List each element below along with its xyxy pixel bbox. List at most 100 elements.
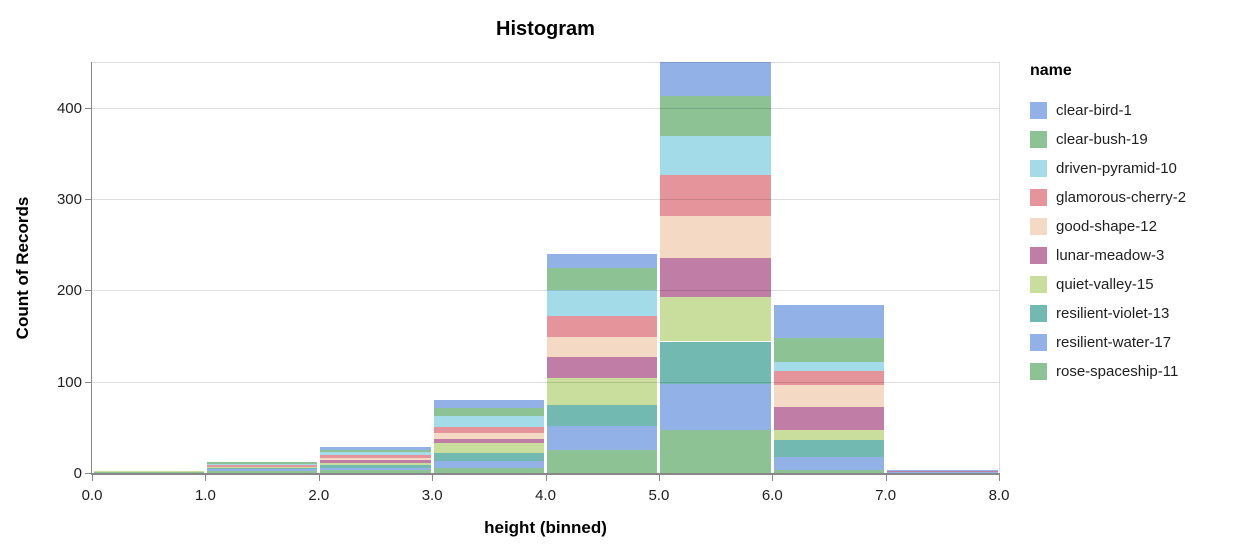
bar-segment-good-shape-12-bin6-7 [773, 385, 885, 408]
x-tick-5.0 [658, 475, 660, 481]
legend-item-driven-pyramid-10: driven-pyramid-10 [1030, 154, 1250, 183]
bar-segment-lunar-meadow-3-bin7-8 [887, 471, 998, 473]
bar-segment-rose-spaceship-11-bin4-5 [547, 450, 658, 473]
legend-swatch-glamorous-cherry-2 [1030, 189, 1047, 206]
bar-segment-clear-bird-1-bin6-7 [773, 304, 885, 338]
legend-item-lunar-meadow-3: lunar-meadow-3 [1030, 241, 1250, 270]
bar-segment-clear-bush-19-bin5-6 [660, 95, 771, 136]
bar-segment-clear-bush-19-bin3-4 [433, 408, 544, 417]
y-tick-300 [85, 199, 91, 200]
x-tick-label-5.0: 5.0 [648, 487, 670, 504]
bar-segment-resilient-water-17-bin7-8 [887, 472, 998, 473]
bar-segment-resilient-violet-13-bin5-6 [660, 341, 771, 384]
x-tick-label-2.0: 2.0 [308, 487, 330, 504]
y-axis-line [91, 62, 92, 474]
legend-label-good-shape-12: good-shape-12 [1056, 218, 1157, 235]
x-tick-3.0 [432, 475, 434, 481]
bar-segment-quiet-valley-15-bin3-4 [433, 442, 544, 453]
x-tick-7.0 [885, 475, 887, 481]
legend-item-clear-bush-19: clear-bush-19 [1030, 125, 1250, 154]
x-tick-label-0.0: 0.0 [81, 487, 103, 504]
bar-segment-quiet-valley-15-bin6-7 [773, 430, 885, 441]
bar-segment-resilient-water-17-bin5-6 [660, 383, 771, 431]
legend-swatch-resilient-water-17 [1030, 334, 1047, 351]
bar-segment-lunar-meadow-3-bin6-7 [773, 407, 885, 431]
y-tick-label-300: 300 [56, 191, 82, 208]
legend-label-glamorous-cherry-2: glamorous-cherry-2 [1056, 189, 1187, 206]
x-tick-1.0 [205, 475, 207, 481]
x-tick-6.0 [772, 475, 774, 481]
bar-segment-good-shape-12-bin3-4 [433, 432, 544, 440]
bar-segment-resilient-water-17-bin3-4 [433, 461, 544, 468]
bar-segment-quiet-valley-15-bin0-1 [93, 471, 204, 473]
bar-segment-quiet-valley-15-bin2-3 [320, 462, 431, 465]
bar-segment-clear-bush-19-bin2-3 [320, 450, 431, 452]
legend-swatch-quiet-valley-15 [1030, 276, 1047, 293]
chart-title: Histogram [496, 18, 595, 40]
legend-label-clear-bird-1: clear-bird-1 [1056, 102, 1132, 119]
bar-segment-lunar-meadow-3-bin2-3 [320, 460, 431, 463]
legend-title: name [1030, 62, 1072, 79]
legend-item-rose-spaceship-11: rose-spaceship-11 [1030, 357, 1250, 386]
bar-segment-lunar-meadow-3-bin4-5 [547, 357, 658, 379]
legend-item-resilient-water-17: resilient-water-17 [1030, 328, 1250, 357]
bar-segment-rose-spaceship-11-bin6-7 [773, 470, 885, 473]
y-tick-label-400: 400 [56, 99, 82, 117]
y-tick-label-100: 100 [56, 373, 82, 391]
y-tick-label-0: 0 [73, 465, 82, 482]
bar-segment-lunar-meadow-3-bin5-6 [660, 258, 771, 297]
bar-segment-driven-pyramid-10-bin5-6 [660, 136, 771, 176]
bar-segment-resilient-water-17-bin1-2 [206, 469, 318, 472]
bar-segment-good-shape-12-bin2-3 [320, 458, 431, 461]
x-tick-8.0 [999, 475, 1000, 481]
bar-segment-good-shape-12-bin4-5 [547, 336, 658, 358]
x-tick-label-8.0: 8.0 [988, 487, 1010, 504]
bar-segment-clear-bush-19-bin6-7 [773, 337, 885, 362]
bar-segment-clear-bird-1-bin2-3 [320, 447, 431, 451]
bar-segment-resilient-water-17-bin2-3 [320, 467, 431, 471]
bar-segment-driven-pyramid-10-bin2-3 [320, 452, 431, 455]
legend-swatch-resilient-violet-13 [1030, 305, 1047, 322]
legend-item-good-shape-12: good-shape-12 [1030, 212, 1250, 241]
bar-segment-glamorous-cherry-2-bin6-7 [773, 370, 885, 386]
bar-segment-rose-spaceship-11-bin5-6 [660, 430, 771, 473]
bar-segment-quiet-valley-15-bin5-6 [660, 296, 771, 342]
bar-segment-rose-spaceship-11-bin0-1 [93, 472, 204, 473]
legend-label-driven-pyramid-10: driven-pyramid-10 [1056, 160, 1177, 177]
bar-segment-glamorous-cherry-2-bin1-2 [206, 464, 318, 467]
bar-segment-quiet-valley-15-bin1-2 [206, 466, 318, 468]
bar-segment-glamorous-cherry-2-bin4-5 [547, 315, 658, 337]
legend-swatch-lunar-meadow-3 [1030, 247, 1047, 264]
x-tick-label-3.0: 3.0 [421, 487, 443, 504]
bar-segment-glamorous-cherry-2-bin3-4 [433, 427, 544, 433]
x-axis-title: height (binned) [484, 518, 607, 537]
bar-segment-glamorous-cherry-2-bin2-3 [320, 454, 431, 459]
bar-segment-rose-spaceship-11-bin3-4 [433, 467, 544, 473]
bar-segment-resilient-violet-13-bin1-2 [206, 467, 318, 470]
legend-item-quiet-valley-15: quiet-valley-15 [1030, 270, 1250, 299]
legend-label-rose-spaceship-11: rose-spaceship-11 [1056, 363, 1179, 380]
legend-label-clear-bush-19: clear-bush-19 [1056, 131, 1148, 148]
y-tick-400 [85, 107, 91, 109]
x-tick-label-7.0: 7.0 [875, 487, 897, 504]
legend-swatch-driven-pyramid-10 [1030, 160, 1047, 177]
legend-item-glamorous-cherry-2: glamorous-cherry-2 [1030, 183, 1250, 212]
bar-segment-resilient-violet-13-bin3-4 [433, 452, 544, 462]
bar-segment-resilient-water-17-bin4-5 [547, 426, 658, 451]
bar-segment-clear-bird-1-bin4-5 [547, 253, 658, 269]
gridline-y-300 [92, 199, 999, 200]
bar-segment-resilient-violet-13-bin6-7 [773, 440, 885, 457]
legend-item-clear-bird-1: clear-bird-1 [1030, 96, 1250, 125]
bar-segment-rose-spaceship-11-bin2-3 [320, 470, 431, 473]
gridline-y-100 [92, 381, 999, 383]
bar-segment-clear-bush-19-bin4-5 [547, 268, 658, 291]
bar-segment-driven-pyramid-10-bin1-2 [206, 463, 318, 465]
plot-right-border [999, 62, 1000, 473]
bar-segment-rose-spaceship-11-bin1-2 [206, 471, 318, 473]
legend: name clear-bird-1 clear-bush-19 driven-pyr… [1030, 62, 1250, 386]
bar-segment-driven-pyramid-10-bin6-7 [773, 361, 885, 371]
x-tick-2.0 [318, 475, 320, 481]
y-tick-label-200: 200 [56, 282, 82, 300]
bar-segment-clear-bird-1-bin7-8 [887, 470, 998, 472]
